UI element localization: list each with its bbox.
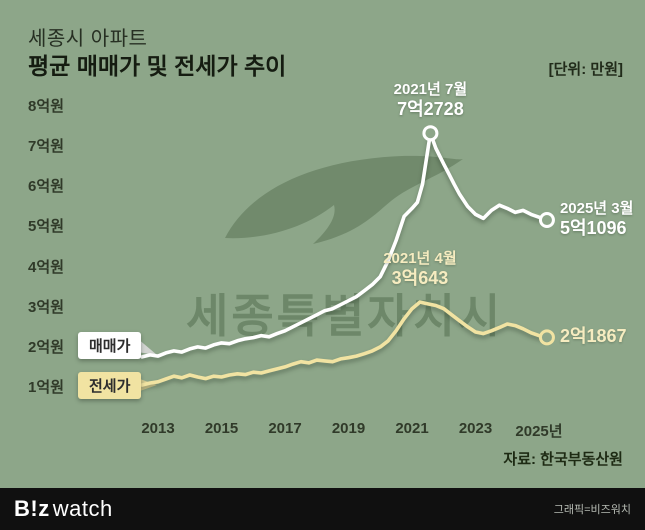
jeonse-peak-annotation: 2021년 4월 3억643 bbox=[330, 250, 510, 290]
logo-biz: B!z bbox=[14, 496, 50, 521]
jeonse-end-marker bbox=[538, 329, 555, 346]
bizwatch-logo: B!z watch bbox=[14, 496, 113, 522]
x-tick-label: 2017 bbox=[268, 420, 302, 437]
legend-jeonse-price: 전세가 bbox=[78, 372, 142, 399]
sale-line bbox=[140, 131, 549, 359]
sale-peak-marker bbox=[422, 125, 439, 142]
city-emblem-watermark-icon bbox=[225, 155, 463, 244]
sale-peak-value: 7억2728 bbox=[397, 99, 464, 120]
y-tick-label: 4억원 bbox=[28, 258, 64, 276]
jeonse-end-value: 2억1867 bbox=[559, 326, 627, 347]
logo-watch: watch bbox=[52, 496, 113, 521]
sale-end-date: 2025년 3월 bbox=[559, 200, 634, 218]
page-title: 평균 매매가 및 전세가 추이 bbox=[28, 53, 287, 79]
x-tick-label: 2013 bbox=[141, 420, 175, 437]
y-tick-label: 6억원 bbox=[28, 178, 64, 196]
x-tick-label: 2025년 bbox=[515, 423, 563, 440]
sale-end-annotation: 2025년 3월 5억1096 bbox=[560, 200, 633, 240]
x-tick-label: 2023 bbox=[458, 420, 493, 437]
y-tick-label: 7억원 bbox=[28, 138, 64, 156]
y-tick-label: 3억원 bbox=[28, 298, 64, 316]
footer-bar: B!z watch 그래픽=비즈워치 bbox=[0, 488, 645, 530]
credit-label: 그래픽=비즈워치 bbox=[553, 504, 631, 516]
x-tick-label: 2019 bbox=[331, 420, 366, 437]
x-tick-label: 2015 bbox=[204, 420, 239, 437]
y-tick-label: 2억원 bbox=[28, 338, 64, 356]
sale-end-marker bbox=[538, 212, 555, 229]
legend-sale-price: 매매가 bbox=[78, 332, 142, 359]
jeonse-line bbox=[140, 300, 549, 387]
x-tick-label: 2021 bbox=[395, 420, 429, 437]
jeonse-peak-value: 3억643 bbox=[391, 268, 449, 289]
source-label: 자료: 한국부동산원 bbox=[503, 451, 623, 468]
watermark-text: 세종특별자치시 bbox=[186, 290, 504, 342]
sale-end-value: 5억1096 bbox=[559, 218, 627, 239]
jeonse-end-annotation: 2억1867 bbox=[560, 326, 627, 348]
y-tick-label: 1억원 bbox=[28, 379, 64, 396]
jeonse-peak-date: 2021년 4월 bbox=[383, 250, 457, 268]
page-subtitle: 세종시 아파트 bbox=[28, 28, 148, 50]
y-tick-label: 5억원 bbox=[28, 218, 64, 236]
sale-peak-date: 2021년 7월 bbox=[393, 81, 468, 99]
sale-label-tail bbox=[137, 338, 157, 355]
sale-peak-annotation: 2021년 7월 7억2728 bbox=[340, 81, 520, 121]
y-tick-label: 8억원 bbox=[28, 98, 64, 115]
unit-label: [단위: 만원] bbox=[548, 61, 623, 78]
